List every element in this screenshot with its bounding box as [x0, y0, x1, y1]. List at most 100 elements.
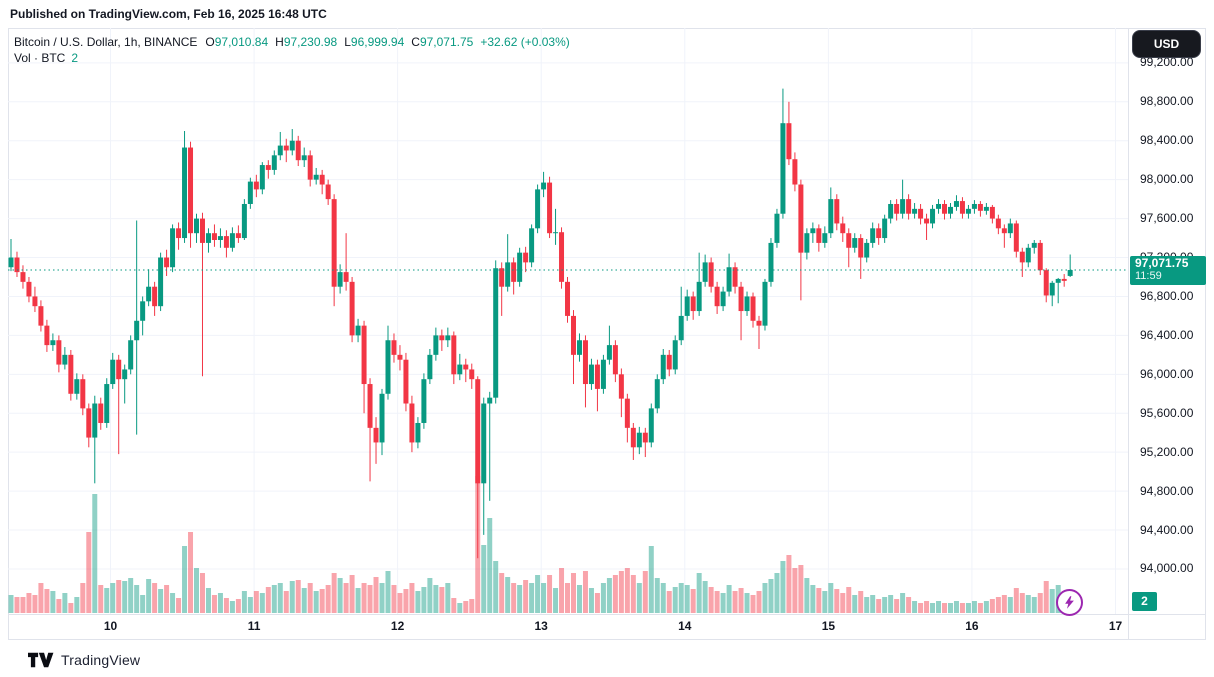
volume-bar	[265, 587, 271, 613]
volume-bar	[565, 583, 571, 613]
volume-legend[interactable]: Vol · BTC 2	[14, 51, 78, 65]
volume-bar	[744, 593, 750, 613]
candle	[906, 199, 912, 214]
time-tick-label: 12	[390, 619, 405, 633]
volume-bar	[553, 588, 559, 613]
volume-bar	[870, 595, 876, 613]
volume-bar	[720, 593, 726, 613]
volume-bar	[223, 598, 229, 613]
volume-bar	[840, 593, 846, 613]
current-price-value: 97,071.75	[1135, 256, 1189, 270]
price-chart-canvas[interactable]	[8, 28, 1128, 614]
candle	[487, 397, 493, 404]
time-tick-label: 13	[534, 619, 548, 633]
candle	[1061, 278, 1067, 281]
volume-bar	[600, 583, 606, 613]
candle	[253, 181, 259, 190]
candle	[152, 286, 158, 307]
candle	[541, 182, 547, 190]
volume-bar	[606, 578, 612, 613]
candle	[983, 206, 989, 211]
candle	[852, 238, 858, 248]
candle	[690, 296, 696, 312]
candle	[768, 242, 774, 282]
volume-bar	[176, 598, 182, 613]
candle	[888, 203, 894, 219]
volume-bar	[367, 585, 373, 613]
volume-bar	[822, 591, 828, 613]
candle	[1013, 223, 1019, 252]
volume-bar	[14, 597, 20, 613]
price-tick-label: 95,200.00	[1140, 444, 1194, 459]
volume-bar	[702, 581, 708, 613]
volume-bar	[140, 595, 146, 613]
volume-bar	[947, 603, 953, 613]
candle	[517, 252, 523, 282]
candle	[283, 145, 289, 151]
candle	[726, 267, 732, 292]
candle	[971, 203, 977, 209]
flash-badge[interactable]	[1056, 589, 1083, 616]
volume-bar	[247, 597, 253, 613]
candle	[277, 145, 283, 156]
candle	[762, 281, 768, 326]
candle	[624, 398, 630, 428]
footer-branding[interactable]: TradingView	[28, 650, 140, 670]
volume-bar	[983, 601, 989, 613]
change-value: +32.62 (+0.03%)	[480, 35, 570, 49]
candle	[553, 232, 559, 234]
volume-bar	[900, 593, 906, 613]
volume-bar	[128, 578, 134, 613]
price-tick-label: 94,000.00	[1140, 561, 1194, 576]
volume-bar	[756, 591, 762, 613]
volume-bar	[385, 571, 391, 613]
volume-bar	[445, 583, 451, 613]
volume-bar	[313, 591, 319, 613]
candle	[1025, 247, 1031, 263]
candle	[194, 218, 200, 234]
symbol-legend[interactable]: Bitcoin / U.S. Dollar, 1h, BINANCE O97,01…	[14, 35, 570, 50]
candle	[738, 286, 744, 312]
volume-bar	[511, 583, 517, 613]
volume-bar	[547, 575, 553, 613]
candle	[828, 199, 834, 234]
candle-countdown: 11:59	[1135, 270, 1162, 282]
candle	[98, 403, 104, 423]
time-tick-label: 17	[1108, 619, 1123, 633]
volume-bar	[798, 565, 804, 613]
volume-bar	[62, 593, 68, 613]
candle	[134, 320, 140, 341]
price-axis-divider	[1128, 28, 1129, 640]
ohlc-value: 97,071.75	[419, 35, 474, 49]
candle	[505, 262, 511, 287]
currency-toggle-button[interactable]: USD	[1132, 30, 1201, 58]
volume-bar	[858, 591, 864, 613]
volume-bar	[690, 589, 696, 613]
volume-bar	[768, 579, 774, 613]
candle	[959, 201, 965, 214]
volume-bar	[780, 561, 786, 613]
candle	[475, 379, 481, 484]
candle	[361, 325, 367, 385]
candle	[74, 379, 80, 394]
volume-bar	[325, 585, 331, 613]
volume-bar	[403, 589, 409, 613]
candle	[325, 184, 331, 200]
symbol-title[interactable]: Bitcoin / U.S. Dollar, 1h, BINANCE	[14, 35, 198, 49]
volume-bar	[116, 580, 122, 613]
candle	[834, 199, 840, 224]
volume-bar	[852, 595, 858, 613]
candle	[62, 354, 68, 365]
volume-bar	[971, 601, 977, 613]
candle	[977, 203, 983, 211]
candle	[116, 359, 122, 380]
time-tick-label: 11	[247, 619, 261, 633]
ohlc-letter: C	[411, 35, 420, 49]
candle	[271, 155, 277, 170]
candle	[199, 218, 205, 243]
volume-bar	[92, 494, 98, 613]
volume-bar	[80, 583, 86, 613]
volume-bar	[122, 581, 128, 613]
volume-bar	[959, 603, 965, 613]
volume-bar	[32, 595, 38, 613]
